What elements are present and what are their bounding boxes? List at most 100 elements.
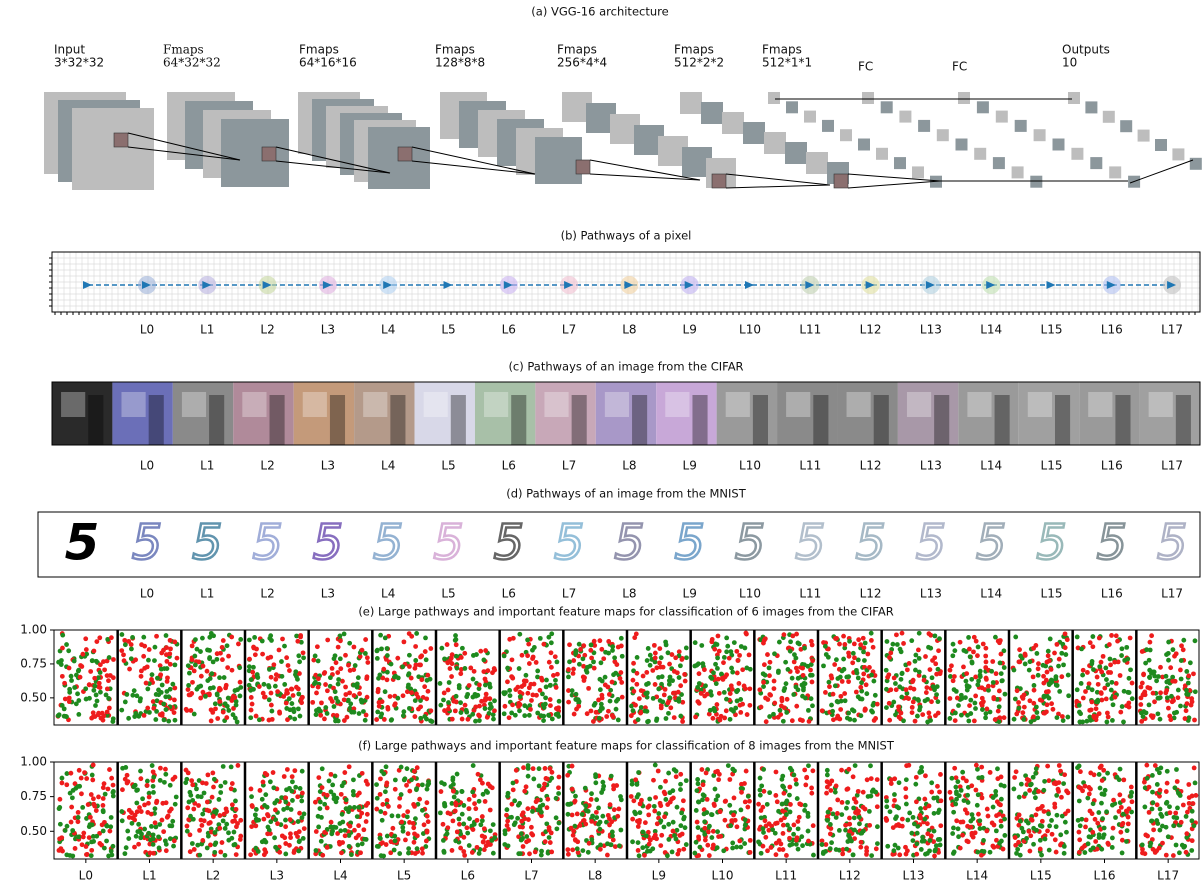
scatter-dot [446, 707, 451, 712]
scatter-dot [980, 795, 985, 800]
scatter-dot [383, 789, 388, 794]
scatter-dot [503, 704, 508, 709]
feature-map [1090, 157, 1102, 169]
scatter-dot [199, 823, 204, 828]
scatter-dot [1192, 718, 1197, 723]
scatter-dot [1022, 705, 1027, 710]
scatter-dot [516, 701, 521, 706]
scatter-dot [538, 688, 543, 693]
scatter-dot [215, 716, 220, 721]
scatter-dot [835, 699, 840, 704]
scatter-dot [875, 804, 880, 809]
scatter-dot [554, 815, 559, 820]
scatter-dot [90, 773, 95, 778]
scatter-dot [952, 766, 957, 771]
scatter-dot [288, 831, 293, 836]
scatter-dot [949, 776, 954, 781]
scatter-dot [365, 655, 370, 660]
scatter-dot [519, 684, 524, 689]
scatter-dot [936, 667, 941, 672]
scatter-dot [491, 822, 496, 827]
scatter-dot [629, 713, 634, 718]
scatter-dot [1119, 805, 1124, 810]
scatter-dot [291, 693, 296, 698]
scatter-dot [580, 848, 585, 853]
scatter-dot [1034, 710, 1039, 715]
scatter-dot [413, 698, 418, 703]
scatter-dot [316, 685, 321, 690]
scatter-dot [1093, 817, 1098, 822]
scatter-dot [678, 787, 683, 792]
image-shade [270, 395, 285, 445]
scatter-dot [923, 773, 928, 778]
connector [726, 185, 830, 188]
scatter-dot [206, 772, 211, 777]
scatter-dot [1122, 658, 1127, 663]
scatter-dot [670, 849, 675, 854]
scatter-dot [833, 683, 838, 688]
scatter-dot [72, 685, 77, 690]
scatter-dot [702, 826, 707, 831]
scatter-dot [1109, 633, 1114, 638]
scatter-dot [530, 648, 535, 653]
scatter-dot [666, 711, 671, 716]
scatter-dot [531, 777, 536, 782]
scatter-dot [1127, 705, 1132, 710]
scatter-dot [252, 635, 257, 640]
scatter-dot [442, 782, 447, 787]
scatter-dot [794, 684, 799, 689]
scatter-dot [787, 826, 792, 831]
kernel [576, 160, 590, 174]
scatter-dot [932, 811, 937, 816]
scatter-dot [966, 839, 971, 844]
scatter-dot [455, 772, 460, 777]
scatter-dot [200, 838, 205, 843]
scatter-dot [1112, 660, 1117, 665]
scatter-dot [1077, 703, 1082, 708]
scatter-dot [632, 635, 637, 640]
scatter-dot [1027, 829, 1032, 834]
scatter-dot [593, 701, 598, 706]
scatter-dot [1029, 719, 1034, 724]
scatter-dot [803, 696, 808, 701]
scatter-dot [527, 713, 532, 718]
scatter-dot [381, 771, 386, 776]
scatter-dot [95, 699, 100, 704]
scatter-dot [543, 839, 548, 844]
scatter-dot [423, 649, 428, 654]
scatter-dot [833, 636, 838, 641]
layer-label: L9 [683, 587, 697, 601]
feature-map [840, 129, 852, 141]
layer-shape: 64*16*16 [299, 56, 357, 70]
scatter-dot [565, 847, 570, 852]
scatter-dot [663, 687, 668, 692]
scatter-dot [900, 631, 905, 636]
scatter-dot [260, 652, 265, 657]
scatter-dot [793, 777, 798, 782]
feature-map [1068, 92, 1080, 104]
scatter-dot [913, 653, 918, 658]
scatter-dot [976, 645, 981, 650]
scatter-dot [802, 646, 807, 651]
scatter-dot [958, 640, 963, 645]
scatter-dot [1099, 764, 1104, 769]
scatter-dot [233, 799, 238, 804]
scatter-dot [352, 645, 357, 650]
scatter-dot [414, 692, 419, 697]
scatter-dot [529, 831, 534, 836]
scatter-dot [346, 809, 351, 814]
scatter-dot [666, 650, 671, 655]
scatter-dot [359, 811, 364, 816]
scatter-dot [631, 661, 636, 666]
scatter-dot [892, 776, 897, 781]
scatter-dot [695, 777, 700, 782]
scatter-dot [521, 844, 526, 849]
scatter-dot [738, 710, 743, 715]
scatter-dot [328, 696, 333, 701]
scatter-dot [164, 707, 169, 712]
scatter-dot [1074, 699, 1079, 704]
scatter-dot [282, 682, 287, 687]
scatter-dot [1101, 768, 1106, 773]
scatter-dot [794, 704, 799, 709]
scatter-dot [748, 838, 753, 843]
